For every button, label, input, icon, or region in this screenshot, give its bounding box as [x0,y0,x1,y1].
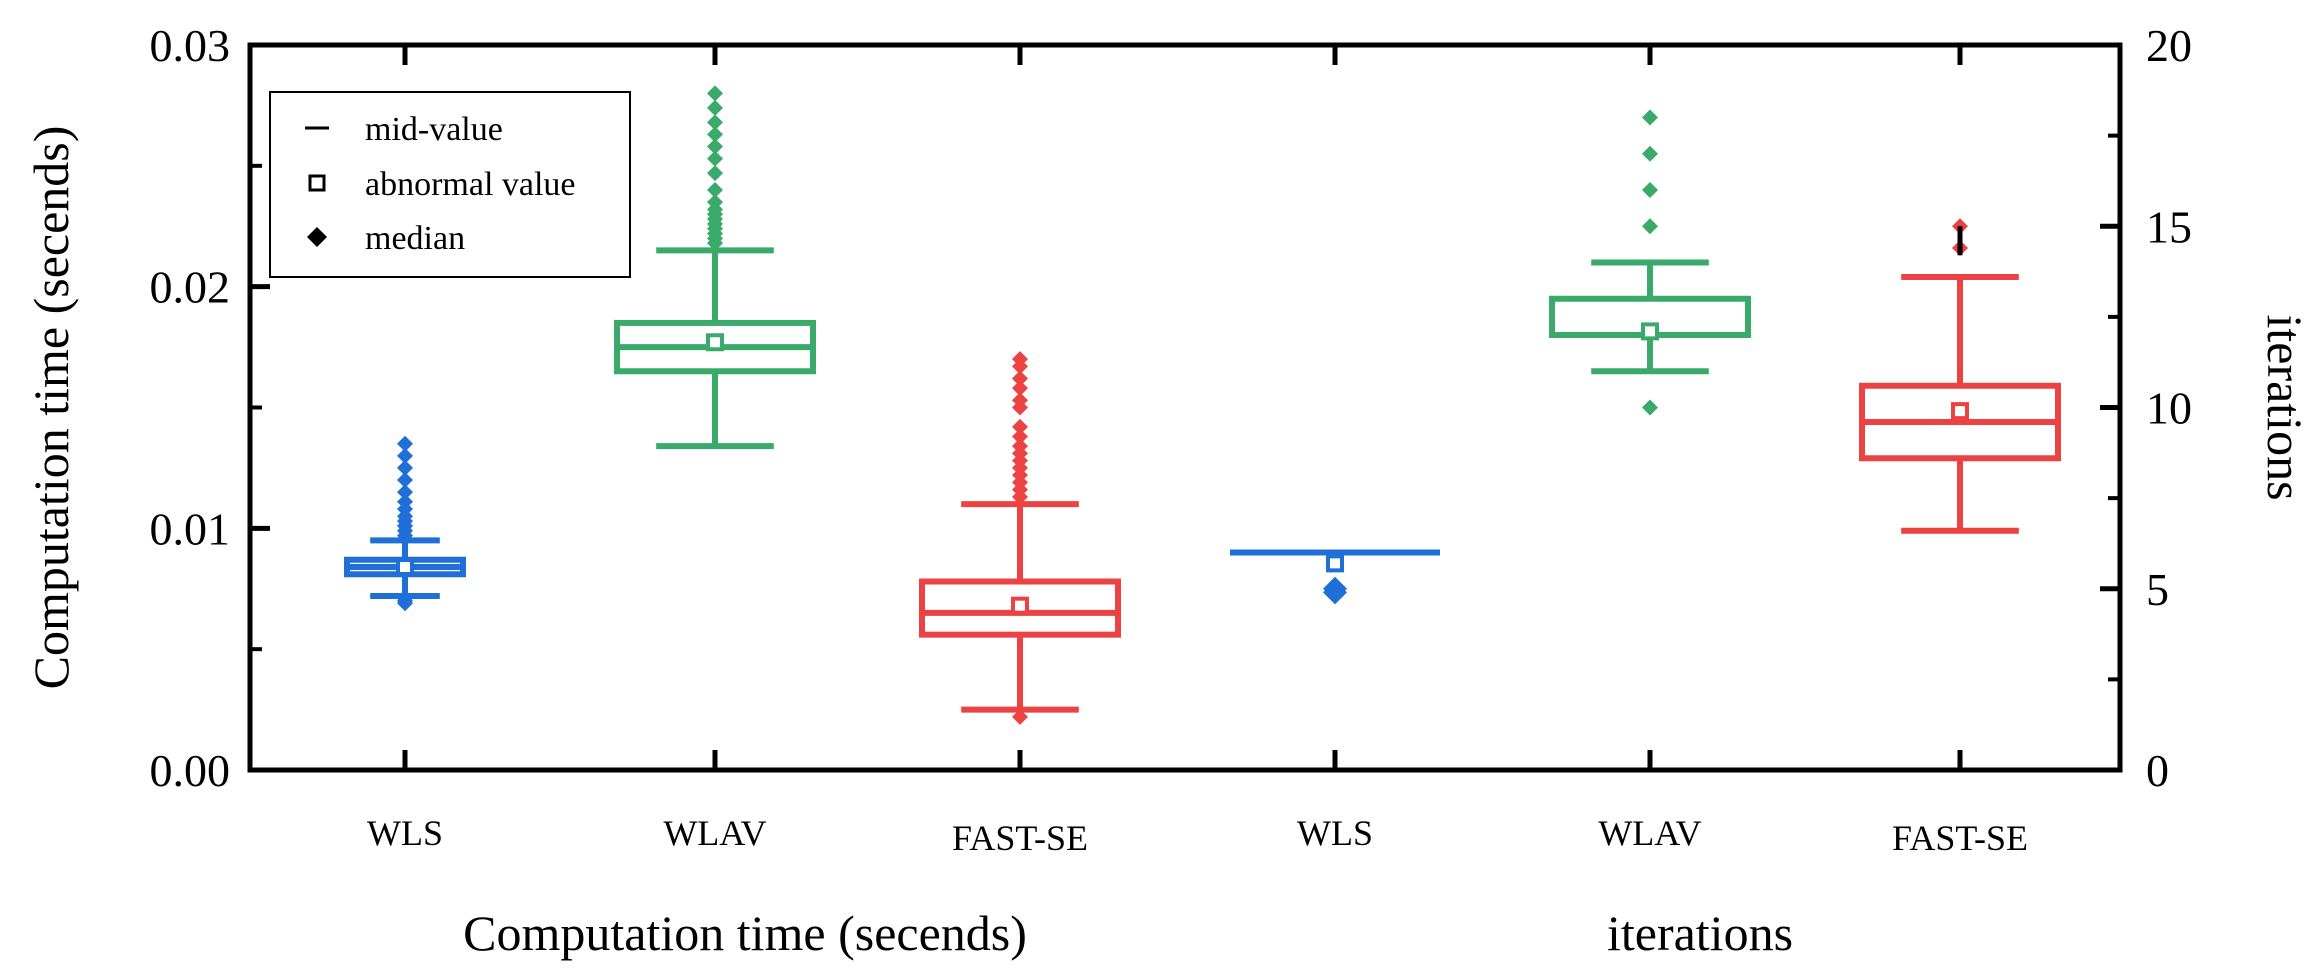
legend-square-symbol [308,174,326,192]
box-wls [344,435,466,612]
outlier-point [1642,218,1658,235]
box-wlav [1549,109,1751,416]
outlier-point [1323,580,1347,605]
legend: mid-value abnormal value median [269,91,631,278]
outlier-point [707,194,723,211]
outlier-point [1012,438,1028,455]
group-label: Computation time (secends) [463,905,1027,961]
outlier-point [1012,380,1028,397]
box-series [344,85,2061,725]
left-tick-label: 0.00 [150,745,231,796]
category-label: FAST-SE [1892,818,2028,858]
outlier-point [1012,708,1028,725]
outlier-point [397,595,413,612]
category-label: FAST-SE [952,818,1088,858]
legend-label: mid-value [365,111,503,148]
axes-text: 0.00 0.01 0.02 0.03 0 5 10 15 20 Computation time… [23,20,2313,961]
box-wlav [614,85,816,450]
outlier-point [1012,370,1028,387]
category-label: WLAV [1598,813,1701,853]
right-tick-label: 5 [2146,564,2169,615]
right-tick-label: 20 [2146,20,2192,71]
outlier-point [397,472,413,488]
left-tick-label: 0.03 [150,20,231,71]
legend-box [269,91,631,278]
outlier-point [1642,145,1658,162]
legend-label: abnormal value [365,166,576,203]
outlier-point [1012,418,1028,435]
outlier-point [1012,351,1028,368]
outlier-point [397,493,413,510]
box-body [919,578,1121,638]
outlier-point [707,138,723,155]
outlier-point [397,459,413,476]
legend-label: median [365,220,465,257]
outlier-point [707,85,723,102]
outlier-point [707,114,723,131]
mean-marker [706,333,724,352]
mean-marker [1951,402,1969,421]
plot-frame [247,42,2123,773]
category-label: WLS [367,813,443,853]
category-label: WLAV [663,813,766,853]
outlier-point [1642,399,1658,416]
outlier-point [707,150,723,167]
box-wls [1230,549,1440,605]
mean-marker [1641,322,1659,341]
box-fast-se [919,351,1121,725]
left-axis-title: Computation time (secends) [23,126,79,690]
outlier-point [707,126,723,143]
legend-diamond-symbol [307,227,327,247]
box-fast-se [1859,218,2061,534]
left-tick-label: 0.02 [150,262,231,313]
right-tick-label: 10 [2146,383,2192,434]
outlier-point [397,447,413,464]
outlier-point [707,182,723,198]
category-label: WLS [1297,813,1373,853]
right-tick-label: 15 [2146,201,2192,252]
right-axis-title: iterations [2257,314,2313,500]
outlier-point [707,99,723,116]
mean-marker [1011,596,1029,615]
group-label: iterations [1607,905,1793,961]
mean-marker [1326,554,1344,573]
mean-marker [396,558,414,576]
right-tick-label: 0 [2146,745,2169,796]
outlier-point [1642,109,1658,126]
outlier-point [707,165,723,182]
outlier-point [397,435,413,452]
outlier-point [1012,428,1028,445]
outlier-point [397,484,413,501]
outlier-point [1012,392,1028,409]
left-tick-label: 0.01 [150,503,231,554]
outlier-point [1642,182,1658,198]
